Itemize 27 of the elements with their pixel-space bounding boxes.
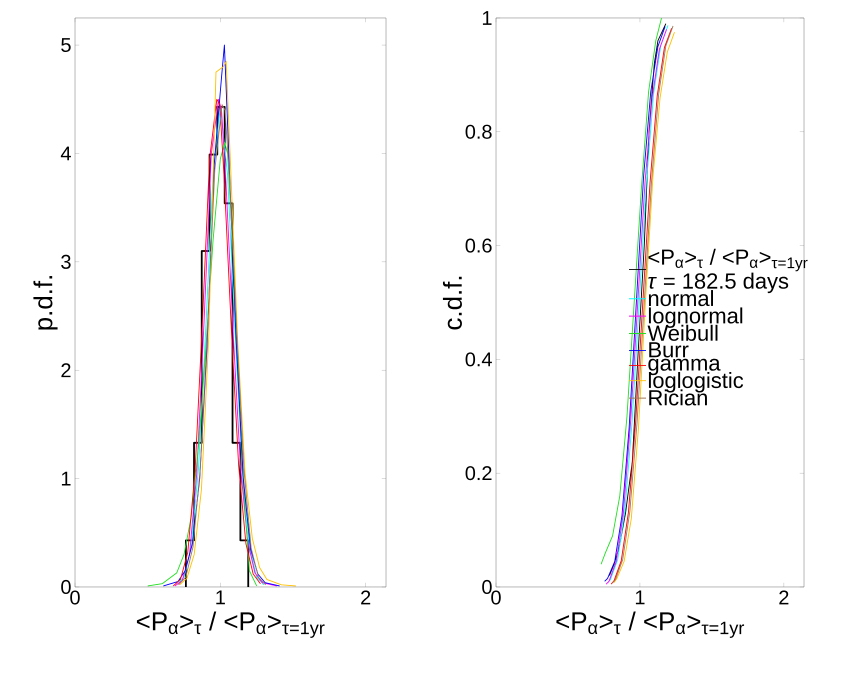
x-tick-label: 1	[216, 590, 225, 604]
y-tick-label: 0	[482, 580, 492, 594]
x-tick-label: 2	[779, 590, 788, 604]
y-tick-label: 2	[61, 363, 70, 378]
legend-label: <P$_{α}$>$_{τ}$ / <P$_{α}$>$_{τ=1yr}$	[648, 248, 808, 272]
x-tick-label: 0	[491, 590, 501, 605]
y-tick-label: 5	[61, 38, 71, 52]
x-axis-title: <P$_{α}$>$_{τ}$ / <P$_{α}$>$_{τ=1yr}$	[136, 611, 325, 638]
line-series	[179, 60, 296, 586]
x-axis-title: <P$_{α}$>$_{τ}$ / <P$_{α}$>$_{τ=1yr}$	[556, 611, 744, 638]
y-axis-title: p.d.f.	[33, 276, 58, 330]
y-tick-label: 0.8	[466, 124, 492, 139]
y-axis-title: c.d.f.	[442, 276, 462, 330]
x-tick-label: 1	[636, 590, 645, 604]
y-tick-label: 0.6	[466, 238, 492, 253]
line-series	[174, 98, 278, 586]
y-tick-label: 1	[62, 472, 71, 486]
y-tick-label: 4	[60, 146, 71, 160]
y-tick-label: 3	[61, 254, 71, 269]
y-tick-label: 0.4	[466, 352, 492, 366]
x-tick-label: 2	[361, 590, 370, 604]
x-tick-label: 0	[70, 590, 80, 605]
y-tick-label: 1	[482, 11, 492, 25]
legend-label: Burr	[649, 342, 689, 358]
y-tick-label: 0	[61, 580, 71, 594]
y-tick-label: 0.2	[466, 466, 492, 480]
legend-label: normal	[648, 290, 713, 306]
